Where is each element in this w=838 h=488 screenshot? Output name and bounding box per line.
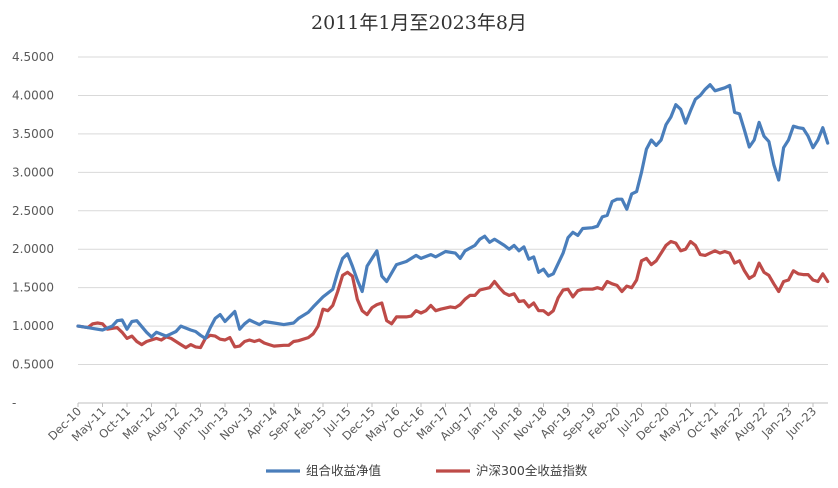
y-tick-label: 0.5000 — [12, 358, 54, 372]
y-tick-label: 1.5000 — [12, 281, 54, 295]
y-tick-label: 2.5000 — [12, 204, 54, 218]
legend-label-1: 组合收益净值 — [306, 463, 381, 478]
series-line-1 — [76, 83, 830, 340]
legend: 组合收益净值 沪深300全收益指数 — [266, 463, 588, 478]
chart-title: 2011年1月至2023年8月 — [311, 12, 527, 34]
y-axis-ticks: 4.5000 4.0000 3.5000 3.0000 2.5000 2.0000 1.50… — [12, 50, 54, 410]
y-tick-label: 1.0000 — [12, 319, 54, 333]
y-tick-label: 4.0000 — [12, 88, 54, 102]
y-tick-label: - — [12, 396, 16, 410]
y-tick-label: 3.5000 — [12, 127, 54, 141]
legend-label-2: 沪深300全收益指数 — [476, 463, 588, 478]
x-axis-ticks: Dec-10May-11Oct-11Mar-12Aug-12Jan-13Jun-… — [45, 403, 819, 444]
y-tick-label: 4.5000 — [12, 50, 54, 64]
gridlines — [78, 56, 828, 366]
y-tick-label: 2.0000 — [12, 242, 54, 256]
y-tick-label: 3.0000 — [12, 165, 54, 179]
series-lines — [76, 83, 830, 350]
series-line-2 — [76, 239, 830, 350]
